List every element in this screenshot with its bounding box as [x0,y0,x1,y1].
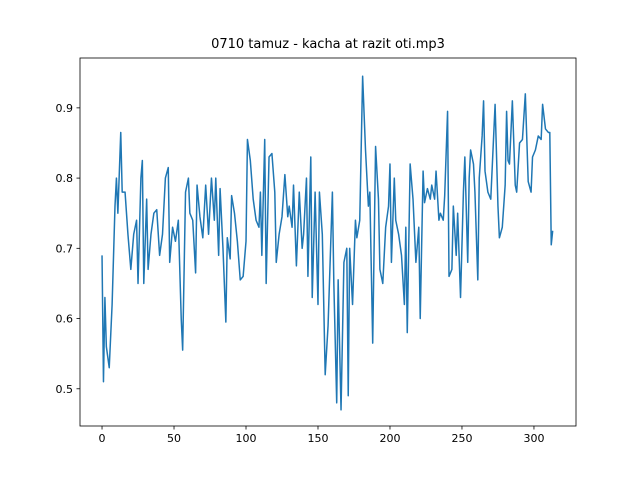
x-tick-label: 50 [167,432,181,445]
x-tick-label: 300 [523,432,544,445]
y-tick-label: 0.6 [56,313,74,326]
x-tick-label: 0 [99,432,106,445]
x-tick-label: 200 [379,432,400,445]
y-tick-label: 0.7 [56,242,74,255]
x-tick-label: 250 [451,432,472,445]
plot-frame [79,57,577,427]
y-tick-label: 0.8 [56,172,74,185]
x-tick-label: 100 [236,432,257,445]
x-tick-label: 150 [307,432,328,445]
chart-title: 0710 tamuz - kacha at razit oti.mp3 [211,37,445,52]
data-line [101,75,554,411]
y-tick-label: 0.5 [56,383,74,396]
y-tick-label: 0.9 [56,102,74,115]
